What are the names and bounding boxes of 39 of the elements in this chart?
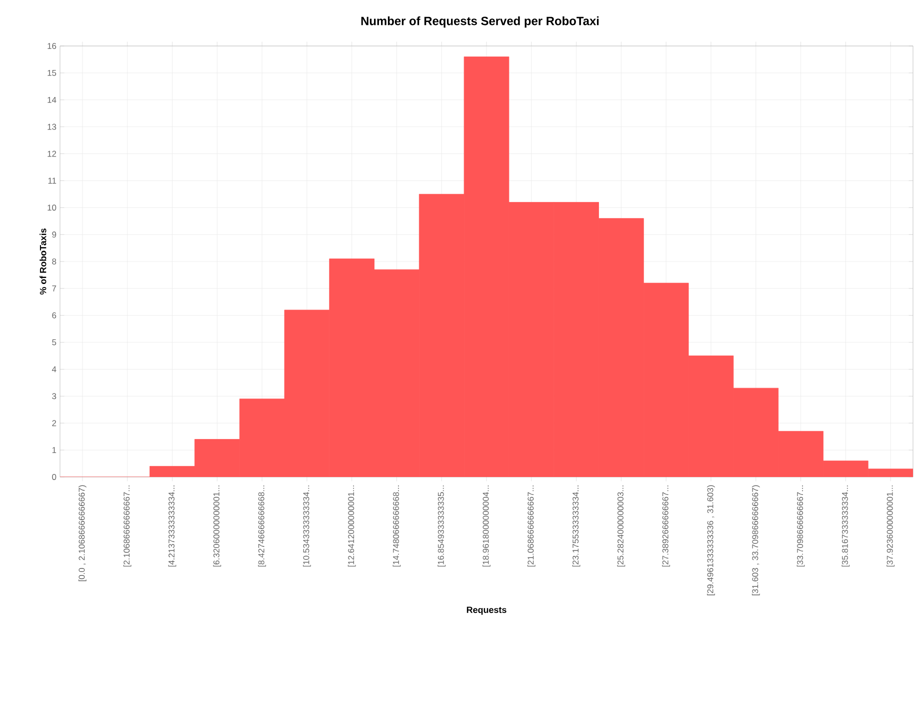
x-tick-label: [31.603 , 33.7098666666667): [752, 485, 760, 596]
y-tick-label: 15: [48, 70, 56, 76]
y-tick-label: 13: [48, 124, 56, 130]
x-tick-label: [37.9236000000001...: [886, 486, 895, 567]
y-tick-label: 5: [52, 339, 56, 346]
x-tick-label: [29.4961333333336 , 31.603): [707, 485, 715, 596]
y-tick-label: 8: [52, 258, 56, 264]
y-tick-label: 3: [52, 393, 56, 400]
x-tick-label: [21.0686666666667...: [527, 486, 536, 567]
y-tick-label: 16: [48, 42, 56, 49]
y-tick-label: 6: [52, 312, 56, 318]
y-tick-label: 14: [48, 96, 56, 103]
x-tick-label: [6.32060000000001...: [213, 486, 222, 567]
x-tick-label: [25.2824000000003...: [617, 486, 626, 567]
x-tick-label: [8.42746666666668...: [258, 486, 266, 567]
y-tick-label: 7: [52, 286, 56, 292]
y-tick-label: 11: [48, 178, 56, 184]
y-tick-label: 0: [52, 474, 56, 480]
x-tick-label: [16.8549333333335...: [438, 486, 446, 567]
x-tick-label: [33.7098666666667...: [796, 486, 805, 567]
x-tick-label: [27.3892666666667...: [662, 486, 670, 567]
x-tick-label: [14.7480666666668...: [392, 486, 401, 567]
y-tick-label: 1: [52, 447, 56, 453]
x-tick-label: [12.6412000000001...: [348, 486, 356, 567]
x-tick-label: [10.5343333333334...: [302, 486, 311, 567]
x-tick-label: [4.21373333333334...: [168, 486, 176, 567]
y-tick-label: 12: [48, 150, 56, 157]
x-tick-label: [0.0 , 2.10686666666667): [78, 485, 86, 582]
x-tick-label: [2.10686666666667...: [123, 486, 132, 567]
chart-title: Number of Requests Served per RoboTaxi: [361, 16, 599, 28]
x-tick-label: [35.8167333333334...: [842, 486, 850, 567]
y-tick-label: 4: [52, 366, 56, 372]
y-tick-label: 10: [48, 204, 56, 211]
y-axis-title: % of RoboTaxis: [40, 228, 46, 295]
y-tick-label: 2: [52, 420, 56, 426]
y-tick-label: 9: [52, 232, 56, 238]
x-tick-label: [18.9618000000004...: [482, 486, 490, 567]
x-tick-label: [23.1755333333334...: [572, 486, 580, 567]
x-axis-title: Requests: [466, 606, 506, 615]
